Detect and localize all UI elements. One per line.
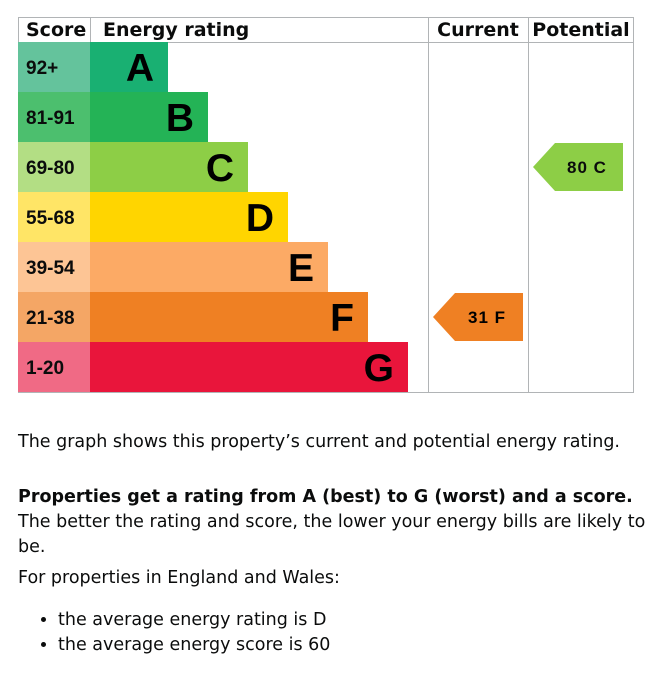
band-letter: A (126, 47, 154, 90)
graph-description-text: The graph shows this property’s current … (18, 432, 620, 452)
average-rating-item: the average energy rating is D (58, 608, 330, 633)
regions-note: For properties in England and Wales: (18, 566, 648, 591)
graph-description: The graph shows this property’s current … (18, 430, 648, 455)
current-column-header: Current (437, 19, 519, 41)
band-letter: B (166, 97, 194, 140)
potential-column-header: Potential (532, 19, 629, 41)
average-list: the average energy rating is D the avera… (18, 608, 330, 658)
band-letter: F (330, 297, 354, 340)
band-letter: E (288, 247, 314, 290)
score-column-header: Score (26, 19, 86, 41)
band-g: 1-20 G (18, 342, 408, 392)
average-score-item: the average energy score is 60 (58, 633, 330, 658)
regions-note-text: For properties in England and Wales: (18, 568, 340, 588)
rating-explanation-rest: The better the rating and score, the low… (18, 512, 646, 557)
band-letter: G (364, 347, 394, 390)
band-letter: C (206, 147, 234, 190)
rating-explanation: Properties get a rating from A (best) to… (18, 485, 648, 560)
band-score-cell (18, 292, 90, 342)
band-bar (90, 242, 328, 292)
band-bar (90, 142, 248, 192)
band-bar (90, 192, 288, 242)
band-e: 39-54 E (18, 242, 328, 292)
band-score-range: 81-91 (26, 108, 75, 129)
band-c: 69-80 C (18, 142, 248, 192)
potential-rating-label: 80 C (567, 158, 607, 177)
current-rating: 31 F (433, 293, 523, 341)
energy-rating-chart: 92+ A81-91 B69-80 C55-68 D39-54 E21-38 F1-20 G … (18, 17, 634, 393)
band-score-range: 55-68 (26, 208, 75, 229)
rating-markers: 31 F 80 C (433, 143, 623, 341)
band-score-cell (18, 92, 90, 142)
energy-rating-column-header: Energy rating (103, 19, 249, 41)
rating-bands: 92+ A 81-91 B 69-80 C 55-68 D 39-54 E 21-38 F 1-20 G (18, 42, 408, 392)
band-score-cell (18, 192, 90, 242)
band-score-range: 39-54 (26, 258, 75, 279)
band-score-range: 69-80 (26, 158, 75, 179)
band-score-range: 21-38 (26, 308, 75, 329)
band-score-cell (18, 142, 90, 192)
band-bar (90, 42, 168, 92)
band-b: 81-91 B (18, 92, 208, 142)
current-rating-arrow (433, 293, 523, 341)
rating-explanation-bold: Properties get a rating from A (best) to… (18, 487, 633, 507)
band-score-range: 1-20 (26, 358, 64, 379)
band-score-cell (18, 242, 90, 292)
current-rating-label: 31 F (468, 308, 506, 327)
band-bar (90, 342, 408, 392)
band-score-cell (18, 42, 90, 92)
band-bar (90, 92, 208, 142)
band-score-range: 92+ (26, 58, 58, 79)
band-score-cell (18, 342, 90, 392)
potential-rating: 80 C (533, 143, 623, 191)
band-d: 55-68 D (18, 192, 288, 242)
band-a: 92+ A (18, 42, 168, 92)
band-bar (90, 292, 368, 342)
band-letter: D (246, 197, 274, 240)
band-f: 21-38 F (18, 292, 368, 342)
potential-rating-arrow (533, 143, 623, 191)
